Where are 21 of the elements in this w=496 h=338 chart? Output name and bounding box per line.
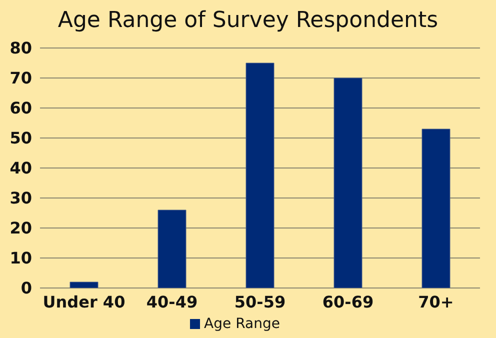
y-tick-label: 40 [10,158,32,178]
y-tick-label: 0 [20,278,32,298]
bar [70,282,98,288]
y-tick-label: 70 [10,68,32,88]
x-tick-label: 70+ [418,292,454,312]
bar [246,62,274,288]
y-tick-label: 60 [10,98,32,118]
bar [158,210,186,288]
y-tick-label: 80 [10,38,32,58]
y-tick-label: 20 [10,218,32,238]
x-tick-label: 60-69 [322,292,374,312]
bar [422,128,450,288]
y-tick-label: 30 [10,188,32,208]
y-tick-label: 10 [10,248,32,268]
x-tick-label: Under 40 [42,292,126,312]
x-tick-label: 40-49 [146,292,198,312]
chart-title: Age Range of Survey Respondents [56,8,440,33]
y-tick-label: 50 [10,128,32,148]
legend-label: Age Range [204,316,280,332]
bar [334,78,362,288]
x-tick-label: 50-59 [234,292,286,312]
